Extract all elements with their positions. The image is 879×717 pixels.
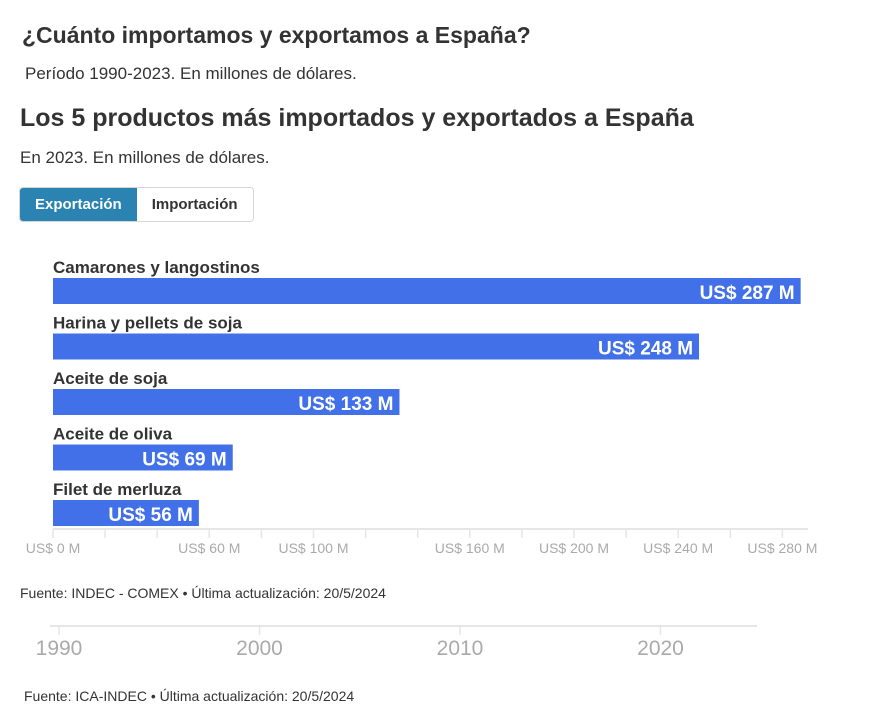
bar-category-label: Aceite de oliva xyxy=(53,425,173,444)
chart-subtitle: En 2023. En millones de dólares. xyxy=(20,148,270,167)
bar-value-label: US$ 287 M xyxy=(700,283,795,304)
timeline-tick-label: 2020 xyxy=(637,637,684,660)
bar-value-label: US$ 248 M xyxy=(598,339,693,360)
x-tick-label: US$ 200 M xyxy=(539,540,609,556)
x-tick-label: US$ 100 M xyxy=(278,540,348,556)
bar-category-label: Aceite de soja xyxy=(53,369,168,388)
timeline-tick-label: 2010 xyxy=(437,637,484,660)
x-tick-label: US$ 280 M xyxy=(747,540,817,556)
bar-value-label: US$ 56 M xyxy=(108,505,192,526)
bar xyxy=(53,444,233,471)
bar-chart: Camarones y langostinos US$ 287 M Harina y… xyxy=(26,258,818,556)
timeline-source: Fuente: ICA-INDEC • Última actualización… xyxy=(24,688,355,704)
bar-chart-source: Fuente: INDEC - COMEX • Última actualiza… xyxy=(20,585,386,601)
x-tick-label: US$ 160 M xyxy=(435,540,505,556)
bar xyxy=(53,333,700,360)
timeline-axis: 1990 2000 2010 2020 xyxy=(36,625,757,660)
tab-group: Exportación Importación xyxy=(19,187,254,222)
bar xyxy=(53,389,400,415)
timeline-tick-label: 1990 xyxy=(36,637,83,660)
page-title: ¿Cuánto importamos y exportamos a España… xyxy=(22,22,531,48)
bar-value-label: US$ 69 M xyxy=(142,450,226,471)
bar-category-label: Harina y pellets de soja xyxy=(53,314,243,333)
x-tick-label: US$ 240 M xyxy=(643,540,713,556)
tab-importacion[interactable]: Importación xyxy=(136,188,253,221)
timeline-tick-label: 2000 xyxy=(236,637,283,660)
bar xyxy=(53,278,801,304)
bar-value-label: US$ 133 M xyxy=(298,394,393,415)
x-tick-label: US$ 0 M xyxy=(26,540,80,556)
page-subtitle: Período 1990-2023. En millones de dólare… xyxy=(25,64,357,83)
bar xyxy=(53,500,199,526)
tab-exportacion[interactable]: Exportación xyxy=(20,188,137,221)
chart-title: Los 5 productos más importados y exporta… xyxy=(20,104,694,132)
bar-category-label: Camarones y langostinos xyxy=(53,258,260,277)
x-tick-label: US$ 60 M xyxy=(178,540,240,556)
bar-category-label: Filet de merluza xyxy=(53,480,182,499)
